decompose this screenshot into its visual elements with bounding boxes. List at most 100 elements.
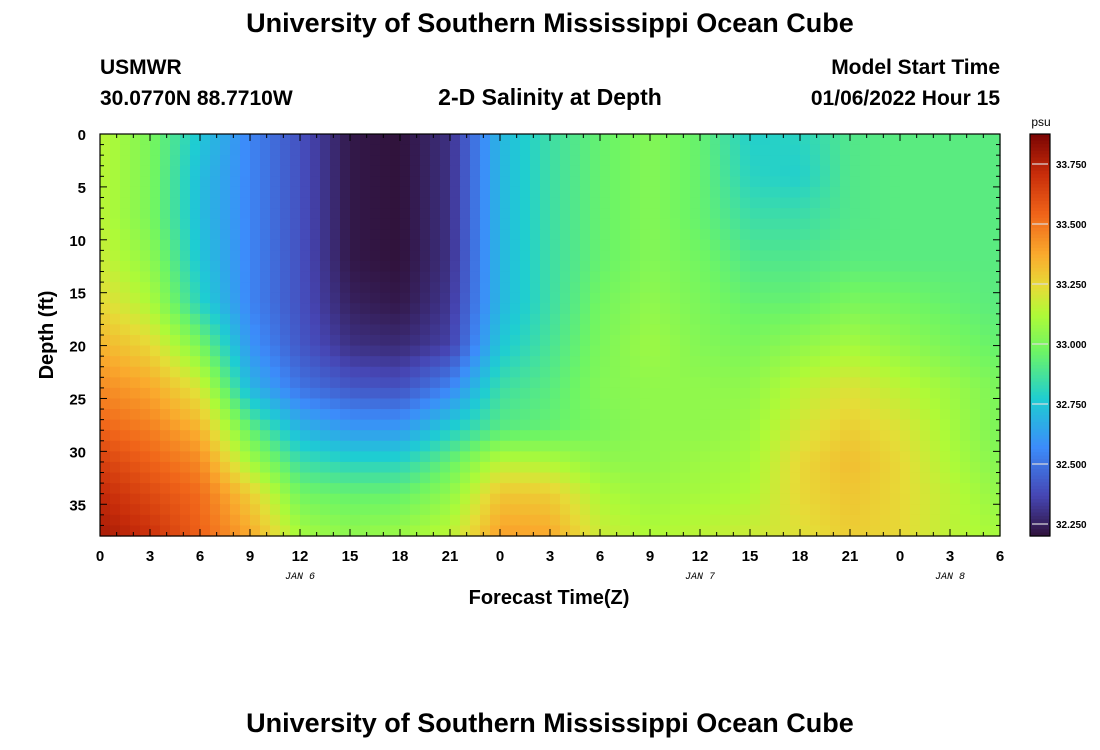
heatmap-cell (760, 155, 771, 167)
heatmap-cell (770, 292, 781, 304)
heatmap-cell (700, 260, 711, 273)
heatmap-cell (710, 461, 721, 474)
heatmap-cell (130, 303, 141, 315)
heatmap-cell (470, 525, 481, 537)
colorbar-segment (1030, 398, 1050, 403)
heatmap-cell (210, 282, 221, 294)
colorbar-tick-label: 33.750 (1056, 160, 1087, 171)
heatmap-cell (100, 398, 111, 410)
heatmap-cell (360, 504, 371, 516)
heatmap-cell (520, 493, 531, 505)
heatmap-cell (100, 134, 111, 146)
heatmap-cell (390, 239, 401, 251)
heatmap-cell (740, 472, 751, 484)
heatmap-cell (860, 461, 871, 474)
heatmap-cell (690, 303, 701, 315)
heatmap-cell (900, 493, 911, 505)
heatmap-cell (410, 271, 421, 283)
heatmap-cell (270, 461, 281, 474)
heatmap-cell (990, 292, 1001, 304)
heatmap-cell (840, 514, 851, 527)
heatmap-cell (500, 239, 511, 251)
colorbar-segment (1030, 187, 1050, 192)
heatmap-cell (370, 366, 381, 378)
heatmap-cell (160, 292, 171, 304)
heatmap-cell (770, 282, 781, 294)
heatmap-cell (860, 186, 871, 199)
heatmap-cell (540, 366, 551, 378)
heatmap-cell (350, 260, 361, 273)
heatmap-cell (280, 398, 291, 410)
heatmap-cell (140, 377, 151, 389)
heatmap-cell (920, 208, 931, 220)
heatmap-cell (920, 345, 931, 357)
heatmap-cell (720, 303, 731, 315)
heatmap-cell (470, 260, 481, 273)
heatmap-cell (820, 335, 831, 347)
heatmap-cell (490, 461, 501, 474)
heatmap-cell (430, 377, 441, 389)
heatmap-cell (850, 303, 861, 315)
heatmap-cell (410, 292, 421, 304)
heatmap-cell (790, 134, 801, 146)
heatmap-cell (700, 186, 711, 199)
heatmap-cell (530, 229, 541, 241)
heatmap-cell (970, 366, 981, 378)
heatmap-cell (360, 239, 371, 251)
heatmap-cell (800, 409, 811, 421)
heatmap-cell (270, 144, 281, 156)
heatmap-cell (120, 313, 131, 326)
heatmap-cell (480, 186, 491, 199)
heatmap-cell (420, 324, 431, 336)
heatmap-cell (790, 387, 801, 400)
heatmap-cell (980, 324, 991, 336)
heatmap-cell (870, 387, 881, 400)
heatmap-cell (580, 472, 591, 484)
heatmap-cell (250, 324, 261, 336)
heatmap-cell (840, 335, 851, 347)
heatmap-cell (750, 292, 761, 304)
heatmap-cell (570, 271, 581, 283)
heatmap-cell (680, 366, 691, 378)
heatmap-cell (710, 208, 721, 220)
heatmap-cell (270, 525, 281, 537)
heatmap-cell (970, 504, 981, 516)
heatmap-cell (420, 239, 431, 251)
heatmap-cell (210, 493, 221, 505)
heatmap-cell (710, 409, 721, 421)
heatmap-cell (330, 186, 341, 199)
heatmap-cell (140, 493, 151, 505)
heatmap-cell (140, 260, 151, 273)
heatmap-cell (390, 186, 401, 199)
heatmap-cell (430, 514, 441, 527)
heatmap-cell (230, 398, 241, 410)
heatmap-cell (810, 250, 821, 262)
heatmap-cell (540, 504, 551, 516)
heatmap-cell (760, 461, 771, 474)
heatmap-cell (130, 197, 141, 209)
heatmap-cell (790, 377, 801, 389)
heatmap-cell (860, 483, 871, 495)
heatmap-cell (580, 218, 591, 230)
heatmap-cell (900, 525, 911, 537)
heatmap-cell (840, 324, 851, 336)
heatmap-cell (360, 514, 371, 527)
heatmap-cell (120, 155, 131, 167)
heatmap-cell (420, 313, 431, 326)
heatmap-cell (870, 176, 881, 188)
heatmap-cell (500, 377, 511, 389)
heatmap-cell (240, 514, 251, 527)
heatmap-cell (690, 176, 701, 188)
heatmap-cell (290, 313, 301, 326)
heatmap-cell (660, 165, 671, 177)
heatmap-cell (720, 271, 731, 283)
heatmap-cell (940, 335, 951, 347)
heatmap-cell (910, 440, 921, 452)
heatmap-cell (530, 483, 541, 495)
heatmap-cell (750, 419, 761, 431)
heatmap-cell (920, 335, 931, 347)
heatmap-cell (910, 197, 921, 209)
heatmap-cell (190, 525, 201, 537)
heatmap-cell (490, 472, 501, 484)
